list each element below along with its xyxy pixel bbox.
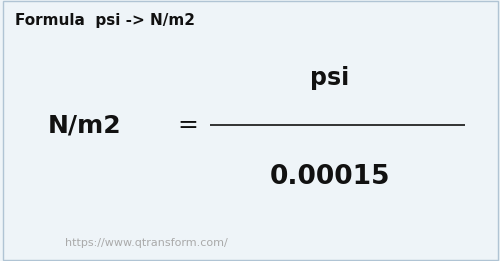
Text: 0.00015: 0.00015	[270, 164, 390, 191]
Text: https://www.qtransform.com/: https://www.qtransform.com/	[65, 238, 228, 248]
Text: Formula  psi -> N/m2: Formula psi -> N/m2	[15, 13, 195, 28]
Text: N/m2: N/m2	[48, 113, 122, 137]
Text: =: =	[177, 113, 198, 137]
Text: psi: psi	[310, 66, 350, 90]
